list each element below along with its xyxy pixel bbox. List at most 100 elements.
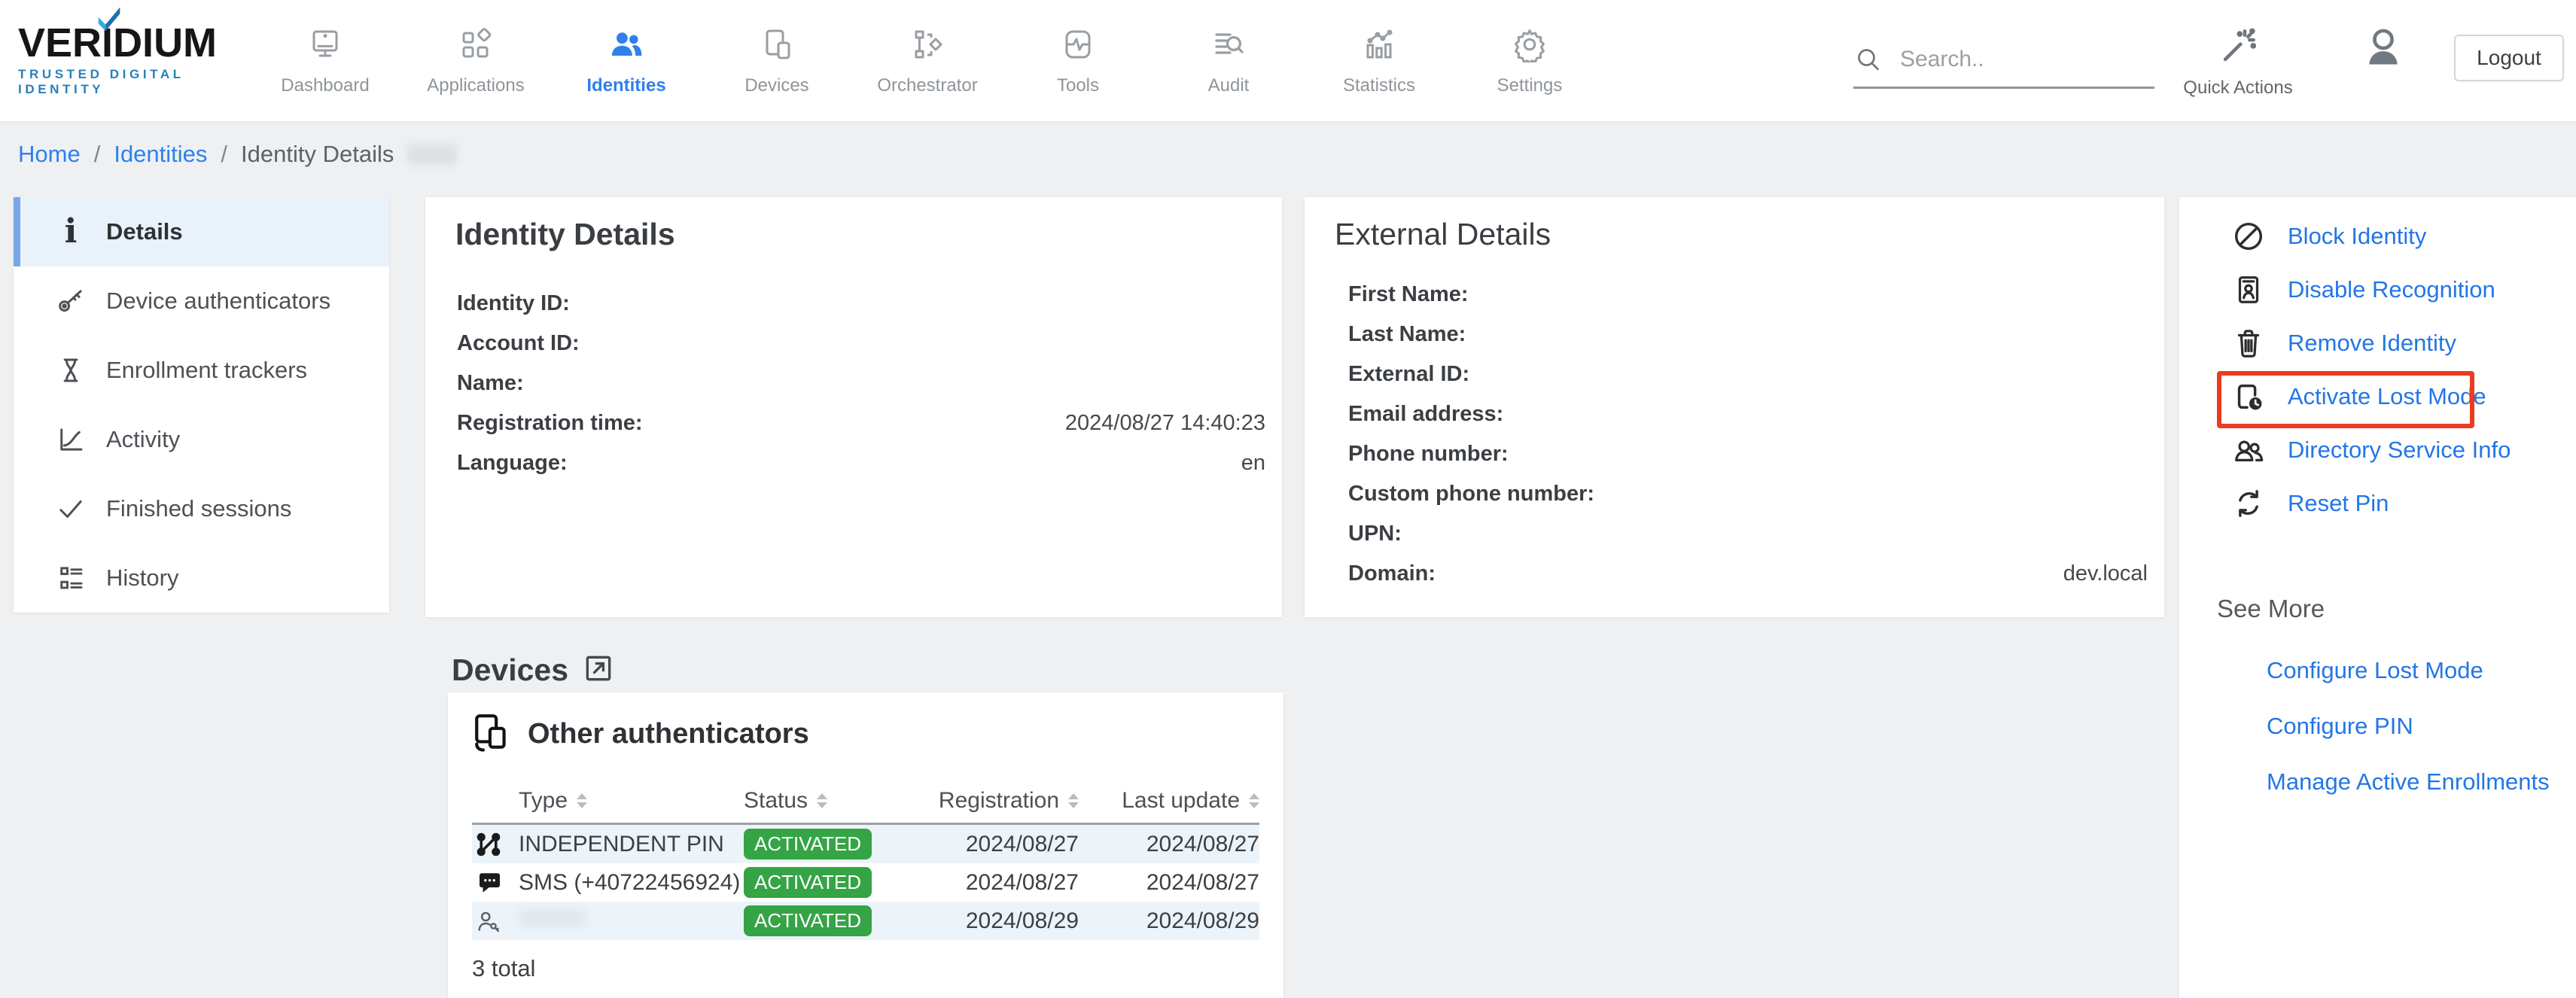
id-card-icon [2230, 272, 2267, 308]
devices-icon [759, 26, 795, 66]
logout-button[interactable]: Logout [2454, 35, 2564, 81]
sort-icon[interactable] [1249, 793, 1259, 808]
other-authenticators-header: Other authenticators [472, 712, 1259, 756]
logo-checkmark-icon [98, 7, 120, 32]
configure-lost-mode-link[interactable]: Configure Lost Mode [2267, 657, 2483, 683]
sidebar-item-finished-sessions[interactable]: Finished sessions [14, 474, 389, 543]
quick-actions-button[interactable]: Quick Actions [2182, 14, 2294, 111]
manage-active-enrollments-link[interactable]: Manage Active Enrollments [2267, 768, 2550, 795]
column-header-registration[interactable]: Registration [932, 788, 1079, 814]
avatar-person-icon [2369, 29, 2398, 65]
identity-details-fields: Identity ID: Account ID: Name: Registrat… [425, 284, 1282, 483]
identity-details-card: Identity Details Identity ID: Account ID… [425, 197, 1282, 617]
nav-item-dashboard[interactable]: Dashboard [250, 0, 400, 123]
veridium-logo[interactable]: VERI DIUM TRUSTED DIGITAL IDENTITY [18, 7, 266, 97]
breadcrumb-identities-link[interactable]: Identities [114, 141, 208, 167]
logo-tagline: TRUSTED DIGITAL IDENTITY [18, 67, 184, 96]
nav-item-statistics[interactable]: Statistics [1304, 0, 1454, 123]
reset-pin-action[interactable]: Reset Pin [2179, 476, 2576, 530]
sidebar-item-enrollment-trackers[interactable]: Enrollment trackers [14, 336, 389, 405]
activate-lost-mode-action[interactable]: Activate Lost Mode [2179, 370, 2576, 428]
configure-pin-link[interactable]: Configure PIN [2267, 713, 2413, 739]
field-custom-phone-number: Custom phone number: [1348, 482, 1595, 506]
breadcrumb: Home / Identities / Identity Details [0, 124, 2576, 184]
directory-service-info-action[interactable]: Directory Service Info [2179, 423, 2576, 476]
see-more-section: See More Configure Lost Mode Configure P… [2179, 595, 2576, 810]
sort-icon[interactable] [817, 793, 828, 808]
block-identity-action[interactable]: Block Identity [2179, 209, 2576, 263]
audit-icon [1210, 26, 1247, 66]
sidebar-item-activity[interactable]: Activity [14, 405, 389, 474]
devices-title: Devices [452, 653, 569, 687]
main-nav: Dashboard Applications Identities Device… [250, 0, 1605, 123]
history-list-icon [53, 561, 88, 595]
search-input[interactable] [1900, 46, 2126, 72]
field-identity-id: Identity ID: [457, 291, 570, 315]
table-row-sms[interactable]: SMS (+40722456924) ACTIVATED 2024/08/27 … [472, 863, 1259, 902]
checkmark-icon [53, 491, 88, 526]
sidebar-item-history[interactable]: History [14, 543, 389, 613]
statistics-icon [1361, 26, 1397, 66]
field-external-id: External ID: [1348, 362, 1470, 386]
status-badge: ACTIVATED [744, 905, 872, 936]
breadcrumb-home-link[interactable]: Home [18, 141, 81, 167]
search-icon [1858, 48, 1879, 70]
table-row-independent-pin[interactable]: INDEPENDENT PIN ACTIVATED 2024/08/27 202… [472, 825, 1259, 863]
applications-icon [458, 26, 494, 66]
field-phone-number: Phone number: [1348, 442, 1509, 466]
block-icon [2230, 218, 2267, 254]
column-header-last-update[interactable]: Last update [1079, 788, 1259, 814]
field-language: Language: en [457, 451, 1265, 475]
sms-icon [472, 869, 519, 896]
field-email-address: Email address: [1348, 402, 1504, 426]
sort-icon[interactable] [1068, 793, 1079, 808]
sidebar-item-details[interactable]: i Details [14, 197, 389, 266]
column-header-type[interactable]: Type [519, 788, 744, 814]
table-row-redacted[interactable]: ACTIVATED 2024/08/29 2024/08/29 [472, 902, 1259, 940]
field-upn: UPN: [1348, 522, 1402, 546]
external-link-icon[interactable] [582, 652, 615, 689]
external-details-title: External Details [1335, 217, 1551, 251]
top-header: VERI DIUM TRUSTED DIGITAL IDENTITY Dashbo… [0, 0, 2576, 123]
external-details-fields: First Name: Last Name: External ID: Emai… [1305, 275, 2164, 594]
nav-item-tools[interactable]: Tools [1003, 0, 1153, 123]
field-domain: Domain: dev.local [1348, 561, 2148, 586]
key-icon [53, 284, 88, 318]
status-badge: ACTIVATED [744, 867, 872, 898]
breadcrumb-redacted-name [407, 144, 458, 165]
sort-icon[interactable] [577, 793, 588, 808]
disable-recognition-action[interactable]: Disable Recognition [2179, 263, 2576, 316]
identity-details-title: Identity Details [455, 217, 675, 251]
magic-wand-icon [2223, 28, 2257, 62]
devices-section-header: Devices [452, 652, 615, 689]
nav-item-devices[interactable]: Devices [702, 0, 852, 123]
identity-sidebar: i Details Device authenticators Enrollme… [14, 197, 389, 613]
remove-identity-action[interactable]: Remove Identity [2179, 316, 2576, 370]
breadcrumb-current-page: Identity Details [241, 141, 394, 167]
authenticators-table-header: Type Status Registration Last update [472, 779, 1259, 823]
dashboard-icon [307, 26, 343, 66]
column-header-status[interactable]: Status [744, 788, 932, 814]
people-icon [2230, 432, 2267, 468]
tools-icon [1060, 26, 1096, 66]
multi-device-icon [472, 712, 513, 756]
identities-icon [608, 26, 644, 66]
redacted-authenticator-name [519, 908, 586, 928]
authenticators-table-body: INDEPENDENT PIN ACTIVATED 2024/08/27 202… [472, 825, 1259, 940]
orchestrator-icon [909, 26, 945, 66]
nav-item-identities[interactable]: Identities [551, 0, 702, 123]
field-name: Name: [457, 371, 524, 395]
nav-item-applications[interactable]: Applications [400, 0, 551, 123]
global-search [1853, 32, 2154, 89]
nav-item-settings[interactable]: Settings [1454, 0, 1605, 123]
sidebar-item-device-authenticators[interactable]: Device authenticators [14, 266, 389, 336]
nav-item-audit[interactable]: Audit [1153, 0, 1304, 123]
info-icon: i [64, 212, 78, 251]
nav-item-orchestrator[interactable]: Orchestrator [852, 0, 1003, 123]
user-avatar[interactable] [2353, 18, 2413, 78]
user-key-icon [472, 908, 519, 935]
see-more-links: Configure Lost Mode Configure PIN Manage… [2217, 643, 2576, 810]
field-registration-time: Registration time: 2024/08/27 14:40:23 [457, 411, 1265, 435]
total-count-label: 3 total [472, 955, 536, 981]
